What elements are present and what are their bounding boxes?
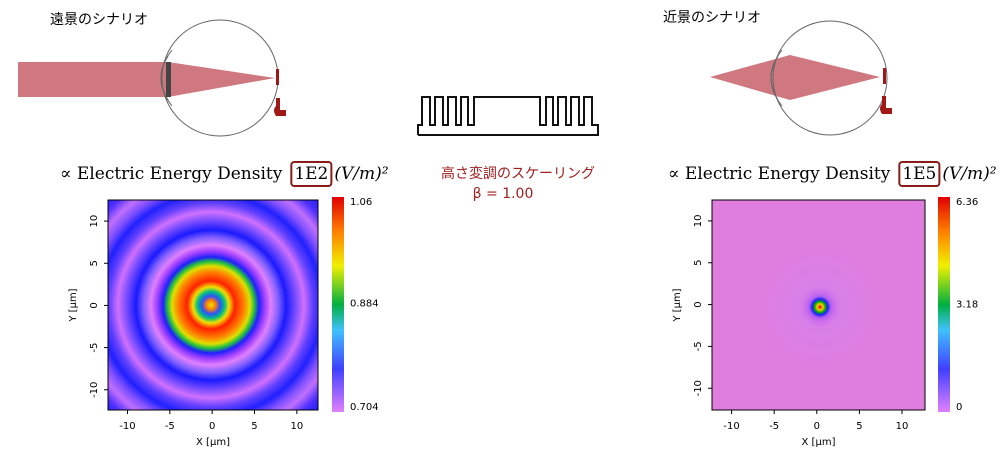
x-axis-label: X [μm] (802, 437, 836, 448)
colorbar-tick-label: 6.36 (956, 197, 978, 208)
colorbar-tick-label: 0 (956, 402, 962, 413)
y-tick-label: 0 (89, 302, 100, 308)
x-tick-label: 5 (856, 421, 862, 432)
x-tick-label: -10 (119, 421, 135, 432)
x-tick-label: -5 (165, 421, 175, 432)
y-tick-label: -10 (693, 380, 704, 396)
heatmap (712, 200, 925, 410)
colorbar-tick-label: 3.18 (956, 300, 978, 311)
colorbar-tick-label: 0.704 (350, 402, 379, 413)
colorbar-tick-label: 0.884 (350, 298, 379, 309)
y-tick-label: 10 (89, 215, 100, 228)
heading: ∝ Electric Energy Density (668, 164, 891, 184)
scale: 1E5 (902, 164, 936, 184)
colorbar (332, 197, 344, 412)
unit: (V/m)² (942, 164, 996, 184)
x-tick-label: 10 (896, 421, 909, 432)
scale: 1E2 (294, 164, 328, 184)
grating-profile (417, 96, 599, 136)
x-tick-label: 0 (209, 421, 215, 432)
x-tick-label: 5 (251, 421, 257, 432)
heading: ∝ Electric Energy Density (60, 164, 283, 184)
colorbar (938, 197, 950, 412)
y-axis-label: Y [μm] (68, 288, 79, 322)
scenario-label: 遠景のシナリオ (50, 12, 148, 28)
y-tick-label: 5 (89, 260, 100, 266)
y-tick-label: -5 (89, 343, 100, 353)
y-tick-label: 10 (693, 215, 704, 228)
unit: (V/m)² (334, 164, 388, 184)
far-eye-diagram (18, 19, 286, 137)
scenario-label: 近景のシナリオ (663, 10, 761, 26)
y-tick-label: 0 (693, 301, 704, 307)
heatmap (108, 200, 318, 410)
y-tick-label: 5 (693, 260, 704, 266)
beta: β = 1.00 (473, 186, 534, 202)
y-tick-label: -10 (89, 382, 100, 398)
scale-box (898, 161, 941, 187)
y-tick-label: -5 (693, 341, 704, 351)
x-tick-label: -10 (723, 421, 739, 432)
y-axis-label: Y [μm] (672, 288, 683, 322)
scale-box (290, 161, 333, 187)
near-eye-diagram (710, 20, 892, 136)
x-axis-label: X [μm] (196, 437, 230, 448)
colorbar-tick-label: 1.06 (350, 197, 372, 208)
x-tick-label: 10 (290, 421, 303, 432)
caption: 高さ変調のスケーリング (441, 165, 595, 182)
x-tick-label: -5 (769, 421, 779, 432)
x-tick-label: 0 (814, 421, 820, 432)
